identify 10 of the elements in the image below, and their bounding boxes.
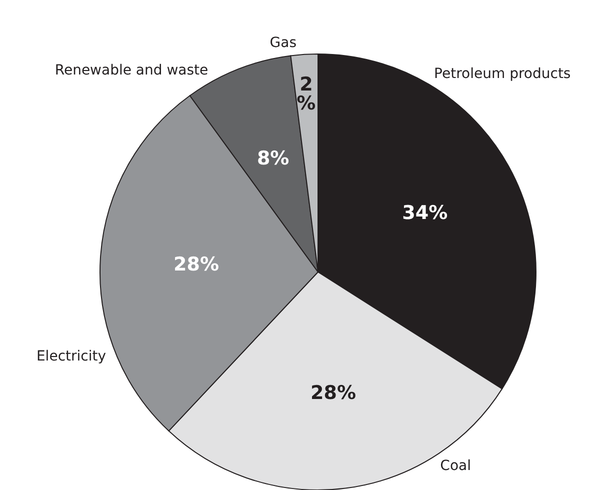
data-label: 34%	[402, 202, 448, 224]
slice-label: Coal	[440, 458, 471, 474]
slice-label: Petroleum products	[434, 66, 571, 82]
slice-label: Gas	[270, 35, 297, 52]
slice-label: Renewable and waste	[54, 62, 208, 78]
slice-label: Electricity	[36, 348, 106, 365]
data-label: 28%	[174, 253, 219, 276]
data-label: 2%	[296, 73, 316, 114]
data-label: 8%	[256, 148, 290, 170]
data-label: 28%	[310, 382, 356, 404]
